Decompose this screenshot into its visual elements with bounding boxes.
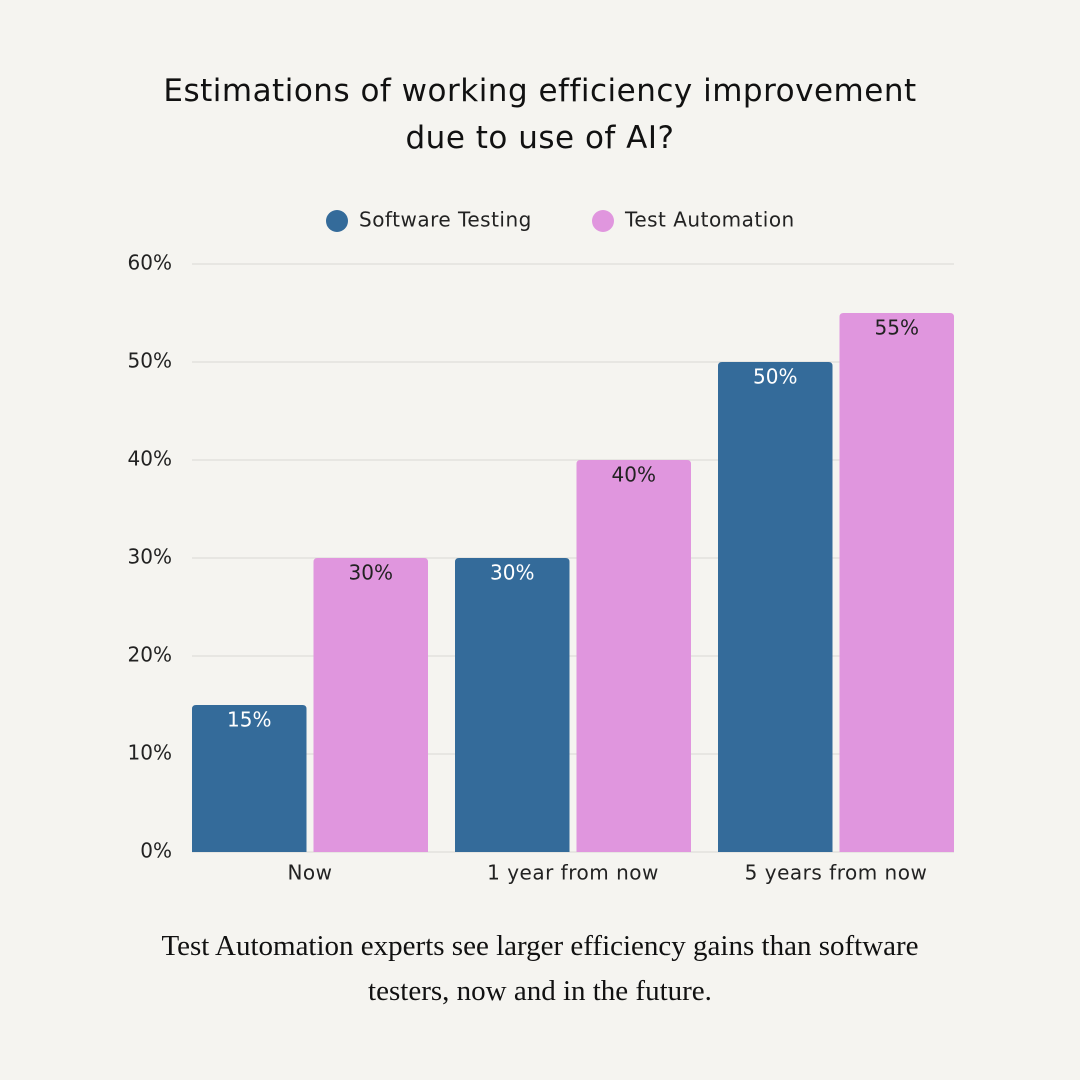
- bar: [718, 362, 833, 852]
- legend-marker: [326, 210, 348, 232]
- value-label: 30%: [490, 561, 534, 585]
- chart-caption: Test Automation experts see larger effic…: [161, 930, 919, 1007]
- x-tick-label: 1 year from now: [487, 861, 659, 885]
- legend-marker: [592, 210, 614, 232]
- bar: [313, 558, 428, 852]
- x-tick-label: 5 years from now: [745, 861, 928, 885]
- value-label: 55%: [875, 316, 919, 340]
- bar: [455, 558, 570, 852]
- y-tick-label: 20%: [128, 643, 172, 667]
- y-tick-label: 60%: [128, 251, 172, 275]
- value-label: 50%: [753, 365, 797, 389]
- value-label: 15%: [227, 708, 271, 732]
- bar: [192, 705, 307, 852]
- legend-label: Software Testing: [359, 208, 532, 232]
- value-label: 30%: [349, 561, 393, 585]
- y-tick-label: 30%: [128, 545, 172, 569]
- chart-title: Estimations of working efficiency improv…: [163, 73, 917, 156]
- bar: [576, 460, 691, 852]
- legend-label: Test Automation: [624, 208, 795, 232]
- y-tick-label: 40%: [128, 447, 172, 471]
- y-tick-label: 10%: [128, 741, 172, 765]
- y-tick-label: 0%: [140, 839, 172, 863]
- x-tick-label: Now: [287, 861, 332, 885]
- y-tick-label: 50%: [128, 349, 172, 373]
- bar: [839, 313, 954, 852]
- value-label: 40%: [612, 463, 656, 487]
